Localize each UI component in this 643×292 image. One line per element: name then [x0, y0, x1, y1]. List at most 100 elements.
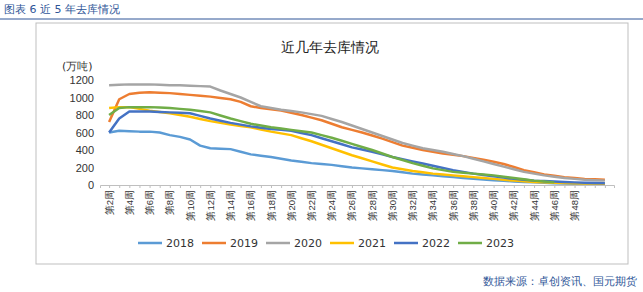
x-tick-mark — [231, 185, 232, 188]
y-tick: 600 — [76, 127, 100, 139]
x-tick — [443, 185, 444, 188]
x-tick-label: 第44周 — [529, 190, 540, 221]
x-tick-mark — [281, 185, 282, 188]
x-tick — [180, 185, 181, 188]
chart-title: 近几年去库情况 — [281, 39, 379, 55]
x-tick-mark — [271, 185, 272, 188]
x-tick-label: 第46周 — [549, 190, 560, 221]
x-tick-label: 第38周 — [468, 190, 479, 221]
y-axis-title: (万吨) — [62, 60, 93, 73]
x-tick: 第34周 — [427, 185, 438, 221]
x-tick-label: 第42周 — [508, 190, 519, 221]
y-tick-label: 800 — [76, 109, 94, 121]
x-tick-mark — [443, 185, 444, 188]
x-tick — [605, 185, 606, 188]
x-tick-mark — [332, 185, 333, 188]
x-tick-label: 第16周 — [245, 190, 256, 221]
legend-item: 2019 — [202, 237, 258, 250]
x-tick-mark — [575, 185, 576, 188]
x-tick — [160, 185, 161, 188]
x-tick: 第46周 — [549, 185, 560, 221]
x-tick-label: 第28周 — [367, 190, 378, 221]
x-tick-label: 第2周 — [104, 190, 115, 215]
x-tick — [301, 185, 302, 188]
legend-item: 2023 — [458, 237, 514, 250]
x-tick-label: 第34周 — [427, 190, 438, 221]
x-tick-mark — [483, 185, 484, 188]
x-tick — [403, 185, 404, 188]
x-tick — [423, 185, 424, 188]
series-line — [109, 107, 554, 182]
x-tick: 第26周 — [346, 185, 357, 221]
x-tick-mark — [595, 185, 596, 188]
x-tick-mark — [544, 185, 545, 188]
x-tick-mark — [433, 185, 434, 188]
legend-item: 2020 — [266, 237, 322, 250]
x-tick — [544, 185, 545, 188]
x-tick-label: 第48周 — [569, 190, 580, 221]
x-tick — [220, 185, 221, 188]
x-tick — [119, 185, 120, 188]
x-tick-mark — [241, 185, 242, 188]
y-tick-label: 1200 — [70, 74, 94, 86]
y-tick: 0 — [88, 179, 100, 191]
x-tick: 第12周 — [205, 185, 216, 221]
x-tick-mark — [109, 185, 110, 188]
x-tick-mark — [160, 185, 161, 188]
x-tick-label: 第12周 — [205, 190, 216, 221]
x-tick: 第42周 — [508, 185, 519, 221]
x-tick — [241, 185, 242, 188]
legend-label: 2023 — [486, 237, 514, 250]
x-tick-label: 第24周 — [326, 190, 337, 221]
legend-swatch — [330, 242, 354, 245]
legend-swatch — [394, 242, 418, 245]
x-tick-mark — [220, 185, 221, 188]
y-tick-label: 0 — [88, 179, 94, 191]
x-tick: 第20周 — [286, 185, 297, 221]
x-tick-mark — [554, 185, 555, 188]
x-tick-label: 第14周 — [225, 190, 236, 221]
x-tick: 第40周 — [488, 185, 499, 221]
x-tick-mark — [403, 185, 404, 188]
x-tick-label: 第30周 — [387, 190, 398, 221]
legend-label: 2019 — [230, 237, 258, 250]
x-tick-mark — [170, 185, 171, 188]
x-tick-mark — [119, 185, 120, 188]
x-tick-mark — [210, 185, 211, 188]
x-tick: 第32周 — [407, 185, 418, 221]
x-tick-label: 第32周 — [407, 190, 418, 221]
series-line — [109, 92, 605, 180]
x-tick: 第14周 — [225, 185, 236, 221]
x-tick-mark — [605, 185, 606, 188]
x-tick: 第4周 — [124, 185, 135, 215]
x-tick-mark — [200, 185, 201, 188]
y-tick-label: 1000 — [70, 92, 94, 104]
x-tick: 第10周 — [185, 185, 196, 221]
legend-item: 2021 — [330, 237, 386, 250]
x-tick-mark — [291, 185, 292, 188]
x-tick-label: 第4周 — [124, 190, 135, 215]
legend: 201820192020202120222023 — [138, 237, 514, 250]
x-tick-mark — [585, 185, 586, 188]
x-tick — [504, 185, 505, 188]
x-tick-mark — [504, 185, 505, 188]
series-line — [109, 107, 605, 184]
x-tick-mark — [494, 185, 495, 188]
x-tick-mark — [139, 185, 140, 188]
x-tick — [322, 185, 323, 188]
x-tick — [200, 185, 201, 188]
y-tick: 200 — [76, 162, 100, 174]
x-tick-mark — [473, 185, 474, 188]
x-tick-mark — [322, 185, 323, 188]
x-tick-mark — [251, 185, 252, 188]
x-tick-mark — [342, 185, 343, 188]
x-tick-mark — [392, 185, 393, 188]
x-tick: 第30周 — [387, 185, 398, 221]
y-axis-line — [100, 81, 101, 186]
x-tick-label: 第6周 — [144, 190, 155, 215]
x-tick-mark — [453, 185, 454, 188]
series-line — [109, 112, 605, 184]
legend-swatch — [458, 242, 482, 245]
x-tick — [261, 185, 262, 188]
x-tick-mark — [564, 185, 565, 188]
